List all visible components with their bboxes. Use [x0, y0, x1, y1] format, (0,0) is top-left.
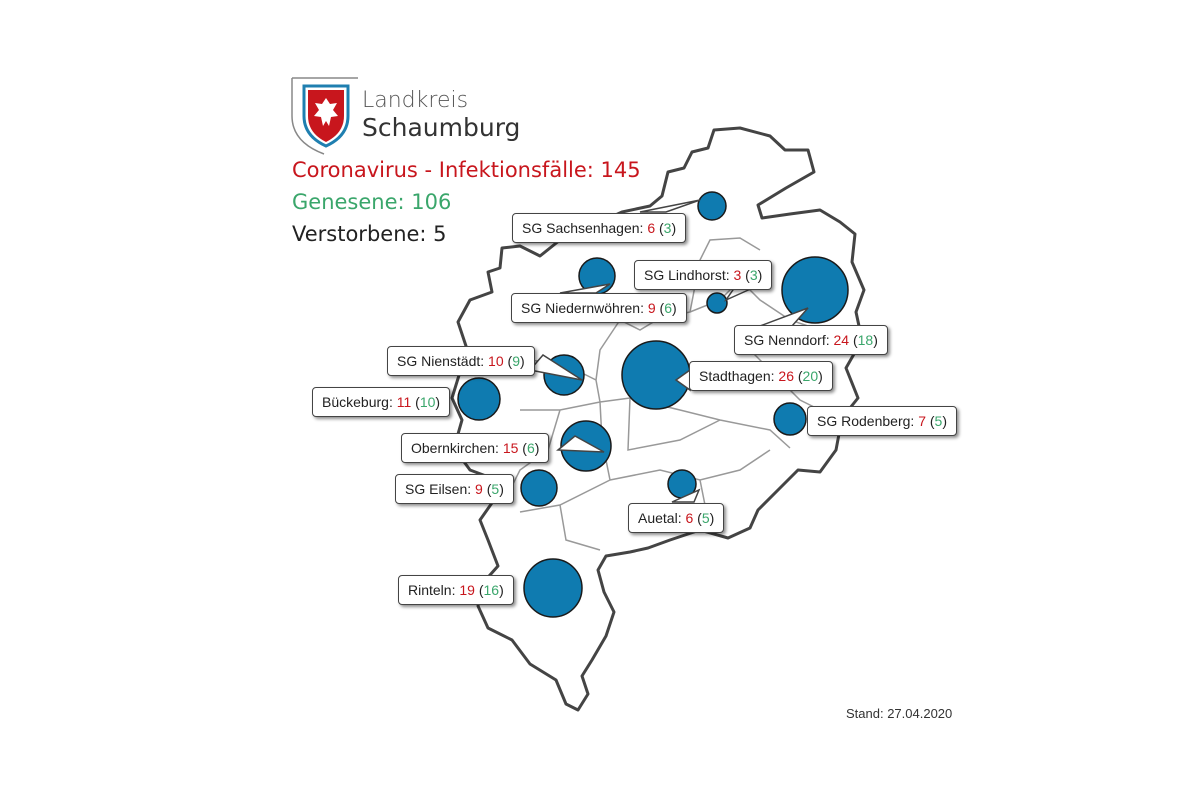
- label-name: Bückeburg: [322, 394, 389, 410]
- label-cases: 9: [647, 300, 656, 316]
- label-cases: 26: [778, 368, 794, 384]
- total-deaths: Verstorbene: 5: [292, 222, 447, 246]
- label-name: SG Nienstädt: [397, 353, 481, 369]
- label-nienstaedt[interactable]: SG Nienstädt: 10 (9): [387, 346, 535, 376]
- label-name: Auetal: [638, 510, 678, 526]
- label-name: SG Nenndorf: [744, 332, 826, 348]
- label-recovered: 16: [483, 582, 500, 598]
- label-name: Obernkirchen: [411, 440, 496, 456]
- label-name: SG Niedernwöhren: [521, 300, 641, 316]
- label-bueckeburg[interactable]: Bückeburg: 11 (10): [312, 387, 451, 417]
- total-recovered: Genesene: 106: [292, 190, 452, 214]
- label-recovered: 18: [857, 332, 874, 348]
- label-recovered: 6: [664, 300, 672, 316]
- data-date: Stand: 27.04.2020: [846, 706, 953, 721]
- label-lindhorst[interactable]: SG Lindhorst: 3 (3): [634, 260, 773, 290]
- label-recovered: 10: [419, 394, 436, 410]
- bubble-rodenberg[interactable]: [773, 402, 807, 436]
- label-cases: 24: [833, 332, 850, 348]
- pointer-nenndorf: [759, 307, 809, 327]
- label-rodenberg[interactable]: SG Rodenberg: 7 (5): [807, 406, 958, 436]
- label-eilsen[interactable]: SG Eilsen: 9 (5): [395, 474, 514, 504]
- label-recovered: 5: [934, 413, 943, 429]
- total-cases: Coronavirus - Infektionsfälle: 145: [292, 158, 641, 182]
- label-cases: 19: [459, 582, 475, 598]
- label-recovered: 20: [802, 368, 819, 384]
- bubble-nenndorf[interactable]: [781, 256, 849, 324]
- logo-title-line1: Landkreis: [362, 88, 469, 113]
- label-recovered: 3: [663, 220, 672, 236]
- pointer-obernkirchen: [556, 435, 605, 453]
- label-name: SG Rodenberg: [817, 413, 911, 429]
- label-recovered: 6: [526, 440, 535, 456]
- label-cases: 6: [647, 220, 656, 236]
- label-name: Stadthagen: [699, 368, 771, 384]
- pointer-nienstaedt: [528, 354, 583, 381]
- label-recovered: 9: [512, 353, 520, 369]
- bubble-bueckeburg[interactable]: [457, 377, 501, 421]
- label-name: Rinteln: [408, 582, 452, 598]
- bubble-sachsenhagen[interactable]: [697, 191, 727, 221]
- label-sachsenhagen[interactable]: SG Sachsenhagen: 6 (3): [512, 213, 687, 243]
- bubble-stadthagen[interactable]: [621, 340, 691, 410]
- label-cases: 15: [502, 440, 519, 456]
- pointer-sachsenhagen: [639, 199, 701, 213]
- label-rinteln[interactable]: Rinteln: 19 (16): [398, 575, 514, 605]
- coat-of-arms-logo: [291, 77, 358, 155]
- label-name: SG Sachsenhagen: [522, 220, 640, 236]
- label-cases: 10: [488, 353, 504, 369]
- label-cases: 9: [475, 481, 483, 497]
- label-cases: 11: [396, 394, 412, 410]
- label-cases: 3: [733, 267, 742, 283]
- label-name: SG Lindhorst: [644, 267, 726, 283]
- label-cases: 6: [685, 510, 694, 526]
- label-name: SG Eilsen: [405, 481, 468, 497]
- bubble-eilsen[interactable]: [520, 469, 558, 507]
- logo-title-line2: Schaumburg: [362, 113, 521, 142]
- label-niedernwoehren[interactable]: SG Niedernwöhren: 9 (6): [511, 293, 687, 323]
- label-recovered: 3: [749, 267, 758, 283]
- label-recovered: 5: [701, 510, 710, 526]
- label-stadthagen[interactable]: Stadthagen: 26 (20): [689, 361, 833, 391]
- bubble-lindhorst[interactable]: [706, 292, 728, 314]
- bubble-rinteln[interactable]: [523, 558, 583, 618]
- label-recovered: 5: [491, 481, 500, 497]
- label-auetal[interactable]: Auetal: 6 (5): [628, 503, 725, 533]
- pointer-auetal: [671, 488, 701, 503]
- label-obernkirchen[interactable]: Obernkirchen: 15 (6): [401, 433, 550, 463]
- label-nenndorf[interactable]: SG Nenndorf: 24 (18): [734, 325, 888, 355]
- label-cases: 7: [918, 413, 926, 429]
